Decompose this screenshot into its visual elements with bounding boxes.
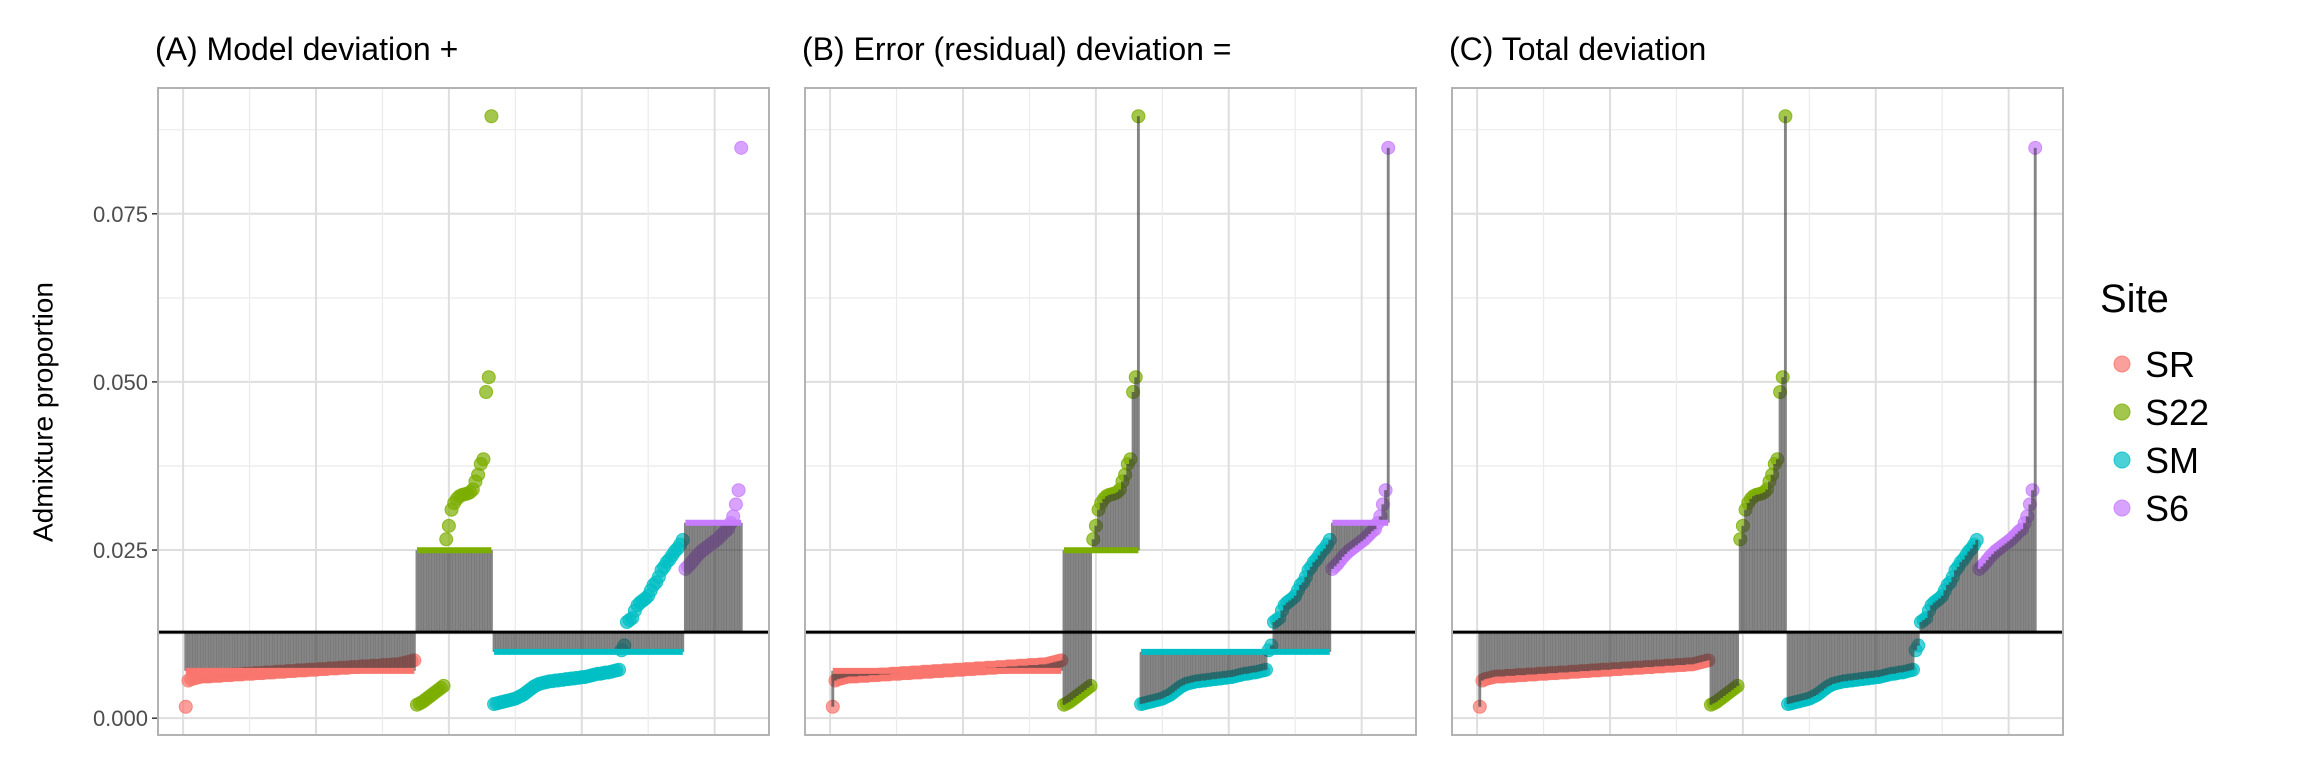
legend-key-SR: [2113, 355, 2131, 373]
deviation-segments: [831, 116, 1390, 707]
panel-title: (B) Error (residual) deviation =: [802, 31, 1231, 67]
panel-title: (C) Total deviation: [1449, 31, 1706, 67]
point-SM: [611, 662, 626, 677]
legend-label-S22: S22: [2145, 392, 2209, 433]
panel-model: (A) Model deviation + 0.000 0.025 0.050 0.07…: [93, 31, 770, 736]
point-S6: [731, 483, 746, 498]
legend-label-SR: SR: [2145, 344, 2195, 385]
legend: Site SR S22 SM S6: [2100, 277, 2209, 529]
deviation-segments: [184, 522, 743, 671]
gridlines: [1452, 88, 2063, 735]
point-S22: [476, 452, 491, 467]
panel-title: (A) Model deviation +: [155, 31, 458, 67]
legend-key-S22: [2113, 403, 2131, 421]
y-tick-label: 0.000: [93, 706, 148, 731]
point-S22: [481, 370, 496, 385]
y-tick-label: 0.050: [93, 370, 148, 395]
point-S22: [441, 518, 456, 533]
y-tick-label: 0.025: [93, 538, 148, 563]
panel-border: [157, 87, 770, 736]
panel-border: [804, 87, 1417, 736]
point-S22: [439, 532, 454, 547]
y-axis-label: Admixture proportion: [27, 282, 58, 542]
deviation-segments: [1478, 116, 2037, 707]
point-S22: [436, 678, 451, 693]
legend-title: Site: [2100, 277, 2169, 321]
legend-key-SM: [2113, 451, 2131, 469]
panel-total: (C) Total deviation: [1449, 31, 2064, 736]
panel-border: [1451, 87, 2064, 736]
point-S22: [484, 109, 499, 124]
legend-label-S6: S6: [2145, 488, 2189, 529]
point-S22: [479, 384, 494, 399]
legend-key-S6: [2113, 499, 2131, 517]
point-SR: [178, 699, 193, 714]
y-tick-label: 0.075: [93, 202, 148, 227]
legend-label-SM: SM: [2145, 440, 2199, 481]
point-S6: [728, 497, 743, 512]
point-S6: [734, 140, 749, 155]
panel-error: (B) Error (residual) deviation =: [802, 31, 1417, 736]
gridlines: [805, 88, 1416, 735]
